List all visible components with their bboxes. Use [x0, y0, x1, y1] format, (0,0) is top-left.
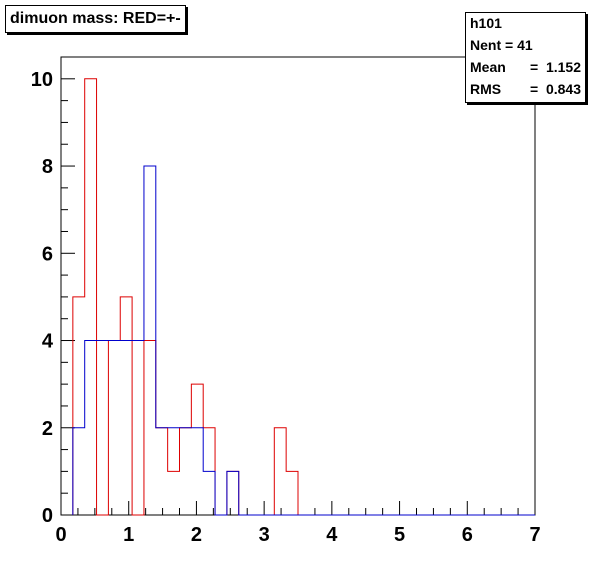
x-tick-label: 1	[123, 524, 134, 546]
tick-labels: 0 1 2 3 4 5 6 7 0 2 4 6 8 10	[31, 69, 541, 546]
stats-key: RMS	[470, 81, 502, 97]
y-tick-label: 2	[42, 418, 53, 440]
x-tick-label: 6	[462, 524, 473, 546]
chart-title: dimuon mass: RED=+-	[5, 5, 186, 33]
histogram-series	[72, 78, 535, 516]
y-tick-label: 0	[42, 505, 53, 527]
y-tick-label: 10	[31, 69, 53, 91]
y-tick-label: 6	[42, 243, 53, 265]
stats-key: Mean	[470, 59, 506, 75]
y-tick-label: 8	[42, 156, 53, 178]
stats-row-mean: Mean = 1.152	[470, 57, 581, 77]
stats-name-row: h101	[470, 13, 581, 33]
x-tick-label: 7	[529, 524, 540, 546]
x-tick-label: 0	[55, 524, 66, 546]
stats-row-nent: Nent = 41	[470, 35, 581, 55]
stats-histogram-name: h101	[470, 15, 502, 31]
stats-value: = 1.152	[529, 59, 581, 75]
stats-key: Nent = 41	[470, 37, 533, 53]
x-tick-label: 3	[259, 524, 270, 546]
stats-row-rms: RMS = 0.843	[470, 79, 581, 99]
x-tick-label: 4	[326, 524, 338, 546]
x-tick-label: 5	[394, 524, 405, 546]
histogram-series-1	[72, 165, 535, 516]
plot-frame	[60, 56, 536, 516]
axis-ticks	[60, 56, 536, 516]
stats-box: h101 Nent = 41 Mean = 1.152 RMS = 0.843	[465, 12, 586, 103]
stats-value: = 0.843	[529, 81, 581, 97]
x-tick-label: 2	[191, 524, 202, 546]
y-tick-label: 4	[42, 331, 54, 353]
